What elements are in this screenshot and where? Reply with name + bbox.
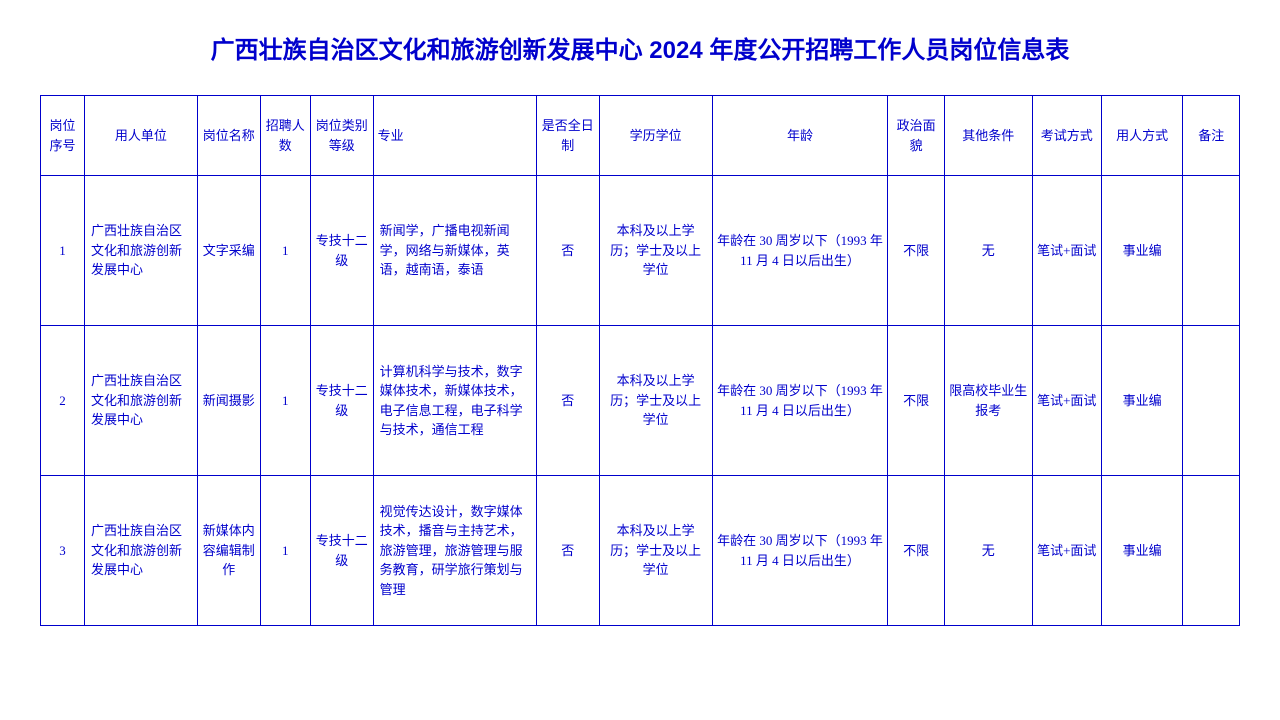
table-cell: 否: [536, 176, 599, 326]
header-cell: 专业: [373, 96, 536, 176]
table-cell: 专技十二级: [310, 476, 373, 626]
table-cell: 年龄在 30 周岁以下（1993 年 11 月 4 日以后出生）: [712, 326, 888, 476]
table-cell: 事业编: [1101, 326, 1183, 476]
table-cell: 否: [536, 476, 599, 626]
table-cell: 新媒体内容编辑制作: [197, 476, 260, 626]
table-cell: 不限: [888, 326, 944, 476]
table-cell: 广西壮族自治区文化和旅游创新发展中心: [84, 476, 197, 626]
table-cell: 笔试+面试: [1032, 326, 1101, 476]
header-cell: 是否全日制: [536, 96, 599, 176]
table-cell: 专技十二级: [310, 326, 373, 476]
header-cell: 备注: [1183, 96, 1240, 176]
table-row: 3广西壮族自治区文化和旅游创新发展中心新媒体内容编辑制作1专技十二级视觉传达设计…: [41, 476, 1240, 626]
table-cell: 笔试+面试: [1032, 476, 1101, 626]
table-cell: 专技十二级: [310, 176, 373, 326]
table-cell: 新闻摄影: [197, 326, 260, 476]
table-cell: 1: [41, 176, 85, 326]
header-cell: 用人方式: [1101, 96, 1183, 176]
table-cell: 1: [260, 326, 310, 476]
table-cell: 本科及以上学历；学士及以上学位: [599, 326, 712, 476]
table-cell: 限高校毕业生报考: [944, 326, 1032, 476]
table-cell: 计算机科学与技术，数字媒体技术，新媒体技术，电子信息工程，电子科学与技术，通信工…: [373, 326, 536, 476]
header-cell: 学历学位: [599, 96, 712, 176]
header-cell: 用人单位: [84, 96, 197, 176]
table-row: 2广西壮族自治区文化和旅游创新发展中心新闻摄影1专技十二级计算机科学与技术，数字…: [41, 326, 1240, 476]
table-cell: 无: [944, 176, 1032, 326]
table-row: 1广西壮族自治区文化和旅游创新发展中心文字采编1专技十二级新闻学，广播电视新闻学…: [41, 176, 1240, 326]
table-cell: [1183, 176, 1240, 326]
table-cell: 3: [41, 476, 85, 626]
table-cell: [1183, 326, 1240, 476]
table-cell: 1: [260, 176, 310, 326]
table-cell: 广西壮族自治区文化和旅游创新发展中心: [84, 176, 197, 326]
table-cell: 本科及以上学历；学士及以上学位: [599, 476, 712, 626]
table-cell: 笔试+面试: [1032, 176, 1101, 326]
header-cell: 招聘人数: [260, 96, 310, 176]
table-cell: 1: [260, 476, 310, 626]
table-cell: 年龄在 30 周岁以下（1993 年 11 月 4 日以后出生）: [712, 176, 888, 326]
header-cell: 政治面貌: [888, 96, 944, 176]
page-title: 广西壮族自治区文化和旅游创新发展中心 2024 年度公开招聘工作人员岗位信息表: [40, 30, 1240, 65]
table-cell: 否: [536, 326, 599, 476]
table-cell: 不限: [888, 476, 944, 626]
table-cell: 视觉传达设计，数字媒体技术，播音与主持艺术，旅游管理，旅游管理与服务教育，研学旅…: [373, 476, 536, 626]
table-cell: 年龄在 30 周岁以下（1993 年 11 月 4 日以后出生）: [712, 476, 888, 626]
recruitment-table: 岗位序号 用人单位 岗位名称 招聘人数 岗位类别等级 专业 是否全日制 学历学位…: [40, 95, 1240, 626]
table-cell: [1183, 476, 1240, 626]
table-cell: 2: [41, 326, 85, 476]
header-cell: 岗位名称: [197, 96, 260, 176]
table-cell: 无: [944, 476, 1032, 626]
header-cell: 考试方式: [1032, 96, 1101, 176]
header-cell: 其他条件: [944, 96, 1032, 176]
table-cell: 文字采编: [197, 176, 260, 326]
table-cell: 事业编: [1101, 476, 1183, 626]
header-cell: 年龄: [712, 96, 888, 176]
table-cell: 新闻学，广播电视新闻学，网络与新媒体，英语，越南语，泰语: [373, 176, 536, 326]
table-cell: 不限: [888, 176, 944, 326]
table-cell: 本科及以上学历；学士及以上学位: [599, 176, 712, 326]
header-cell: 岗位序号: [41, 96, 85, 176]
table-cell: 广西壮族自治区文化和旅游创新发展中心: [84, 326, 197, 476]
table-header-row: 岗位序号 用人单位 岗位名称 招聘人数 岗位类别等级 专业 是否全日制 学历学位…: [41, 96, 1240, 176]
header-cell: 岗位类别等级: [310, 96, 373, 176]
table-cell: 事业编: [1101, 176, 1183, 326]
